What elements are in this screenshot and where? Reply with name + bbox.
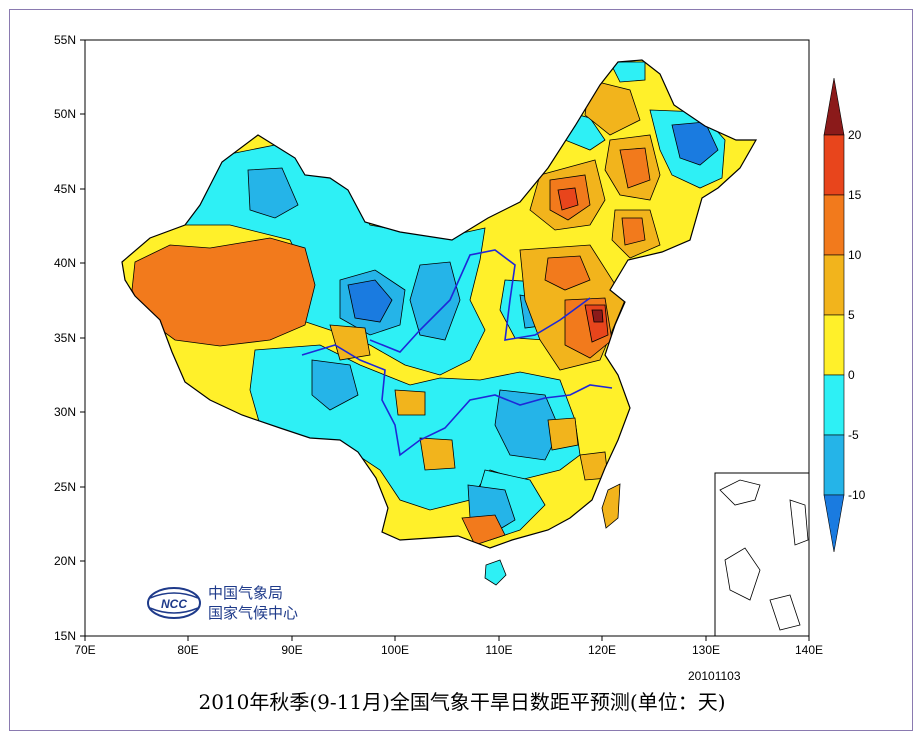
figure-frame xyxy=(9,9,913,731)
colorbar-label: 5 xyxy=(848,308,855,322)
svg-text:NCC: NCC xyxy=(161,597,187,611)
lat-label: 40N xyxy=(54,256,76,270)
ncc-logo-block: NCC 中国气象局 国家气候中心 xyxy=(146,583,298,623)
colorbar-label: 0 xyxy=(848,368,855,382)
lat-label: 15N xyxy=(54,629,76,643)
lon-label: 100E xyxy=(381,643,409,657)
ncc-logo-icon: NCC xyxy=(147,587,201,619)
lat-label: 20N xyxy=(54,554,76,568)
lat-label: 25N xyxy=(54,480,76,494)
lat-label: 45N xyxy=(54,182,76,196)
colorbar xyxy=(823,77,845,553)
colorbar-label: 15 xyxy=(848,188,862,202)
lon-label: 140E xyxy=(795,643,823,657)
lon-label: 90E xyxy=(281,643,302,657)
colorbar-label: 10 xyxy=(848,248,862,262)
lon-label: 80E xyxy=(177,643,198,657)
south-china-sea-inset xyxy=(714,472,810,637)
lat-label: 35N xyxy=(54,331,76,345)
colorbar-label: -10 xyxy=(848,488,866,502)
axis-ticks xyxy=(80,39,810,641)
org-name-cma: 中国气象局 xyxy=(208,584,284,602)
yangtze-river xyxy=(301,344,613,457)
hainan-island xyxy=(484,559,507,586)
lon-label: 70E xyxy=(74,643,95,657)
taiwan-island xyxy=(601,483,621,529)
lat-label: 50N xyxy=(54,107,76,121)
colorbar-label: 20 xyxy=(848,128,862,142)
lon-label: 120E xyxy=(588,643,616,657)
colorbar-label: -5 xyxy=(848,428,859,442)
yellow-river xyxy=(369,249,591,353)
lat-label: 30N xyxy=(54,405,76,419)
lat-label: 55N xyxy=(54,33,76,47)
lon-label: 110E xyxy=(485,643,512,657)
lon-label: 130E xyxy=(692,643,720,657)
issue-date: 20101103 xyxy=(688,669,741,683)
map-title: 2010年秋季(9-11月)全国气象干旱日数距平预测(单位：天) xyxy=(198,690,726,714)
org-name-ncc: 国家气候中心 xyxy=(208,604,299,622)
